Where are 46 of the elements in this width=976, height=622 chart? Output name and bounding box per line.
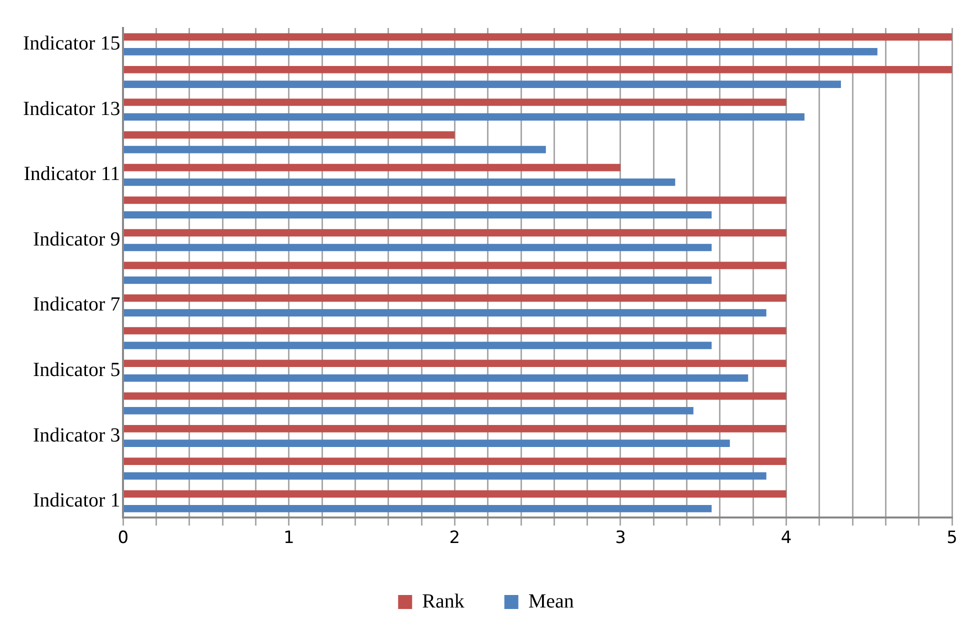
bar <box>124 178 676 186</box>
y-tick-label: Indicator 15 <box>23 32 120 55</box>
y-tick-label: Indicator 1 <box>33 490 120 512</box>
bar <box>124 244 712 252</box>
bar <box>124 80 841 88</box>
bar <box>124 146 546 154</box>
y-tick-label: Indicator 5 <box>33 358 120 381</box>
x-tick-label: 4 <box>780 528 792 548</box>
bar <box>124 407 694 414</box>
legend-label: Rank <box>422 590 464 612</box>
bar <box>124 392 786 400</box>
bar <box>124 33 952 41</box>
bar <box>124 294 786 302</box>
bar <box>124 472 766 480</box>
bar <box>124 66 952 74</box>
bar <box>124 211 712 219</box>
bar <box>124 504 712 512</box>
bar <box>124 164 620 172</box>
bar <box>124 309 766 316</box>
y-tick-label: Indicator 13 <box>23 98 120 120</box>
x-tick-label: 0 <box>118 528 129 548</box>
x-tick-label: 2 <box>449 528 460 548</box>
bar <box>124 98 786 106</box>
bar <box>124 490 786 498</box>
bar <box>124 424 786 432</box>
bar <box>124 113 804 121</box>
bar <box>124 374 748 382</box>
bar <box>124 327 786 334</box>
bar <box>124 48 878 56</box>
x-tick-label: 3 <box>615 528 626 548</box>
y-tick-label: Indicator 11 <box>24 163 120 186</box>
bar <box>124 196 786 204</box>
bar <box>124 229 786 236</box>
bar <box>124 458 786 465</box>
x-tick-label: 1 <box>284 528 294 548</box>
y-tick-label: Indicator 7 <box>33 294 120 316</box>
x-tick-label: 5 <box>946 528 958 548</box>
legend-label: Mean <box>528 590 574 612</box>
bar <box>124 276 712 284</box>
y-tick-label: Indicator 3 <box>33 424 120 446</box>
bar <box>124 440 730 448</box>
bar <box>124 131 455 139</box>
bar <box>124 360 786 368</box>
bar <box>124 262 786 270</box>
bar <box>124 342 712 350</box>
y-tick-label: Indicator 9 <box>33 228 120 250</box>
